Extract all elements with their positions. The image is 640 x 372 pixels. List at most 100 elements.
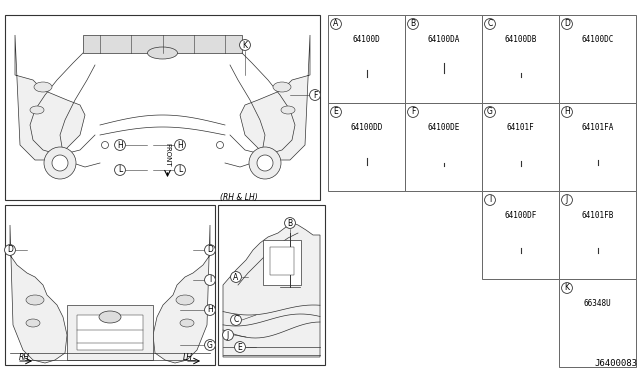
Bar	[67, 305, 153, 360]
Circle shape	[52, 155, 68, 171]
Text: 64100D: 64100D	[353, 35, 380, 44]
Text: A: A	[234, 273, 239, 282]
Ellipse shape	[590, 240, 605, 248]
Text: B: B	[410, 19, 415, 29]
Bar	[559, 15, 636, 103]
Text: L: L	[178, 166, 182, 174]
Ellipse shape	[513, 65, 527, 73]
Ellipse shape	[511, 166, 529, 170]
Polygon shape	[153, 225, 210, 363]
Bar	[83, 35, 242, 53]
Bar	[405, 15, 482, 103]
Ellipse shape	[359, 153, 374, 157]
Ellipse shape	[435, 155, 452, 163]
Bar	[405, 103, 482, 191]
Circle shape	[216, 141, 223, 148]
Text: 64100DB: 64100DB	[504, 35, 537, 44]
Ellipse shape	[180, 319, 194, 327]
Bar	[270, 247, 294, 275]
Bar	[559, 103, 636, 191]
Ellipse shape	[26, 295, 44, 305]
Text: 64101F: 64101F	[507, 123, 534, 132]
Ellipse shape	[588, 333, 607, 345]
Polygon shape	[15, 35, 85, 160]
Text: D: D	[7, 246, 13, 254]
Ellipse shape	[436, 167, 451, 171]
Text: D: D	[207, 246, 213, 254]
Ellipse shape	[30, 106, 44, 114]
Text: H: H	[177, 141, 183, 150]
Bar	[559, 191, 636, 279]
Text: J: J	[566, 196, 568, 205]
Bar	[482, 103, 559, 191]
Text: H: H	[117, 141, 123, 150]
Polygon shape	[240, 35, 310, 160]
Ellipse shape	[281, 106, 295, 114]
Bar	[5, 205, 215, 365]
Ellipse shape	[515, 253, 525, 257]
Text: 64100DC: 64100DC	[581, 35, 614, 44]
Text: 64100DE: 64100DE	[428, 123, 460, 132]
Text: J6400083: J6400083	[594, 359, 637, 368]
Circle shape	[249, 147, 281, 179]
Circle shape	[102, 141, 109, 148]
Ellipse shape	[358, 64, 374, 70]
Bar	[328, 103, 405, 191]
Text: FRONT: FRONT	[164, 143, 170, 167]
Text: E: E	[333, 108, 339, 116]
Bar	[218, 205, 325, 365]
Text: I: I	[209, 276, 211, 285]
Bar	[77, 315, 143, 350]
Text: LH: LH	[183, 353, 193, 362]
Ellipse shape	[514, 243, 527, 247]
Text: D: D	[564, 19, 570, 29]
Circle shape	[257, 155, 273, 171]
Bar	[559, 279, 636, 367]
Text: (RH & LH): (RH & LH)	[220, 193, 258, 202]
Ellipse shape	[273, 82, 291, 92]
Text: B: B	[287, 218, 292, 228]
Ellipse shape	[515, 77, 525, 81]
Text: C: C	[234, 315, 239, 324]
Text: 64101FA: 64101FA	[581, 123, 614, 132]
Ellipse shape	[513, 151, 529, 160]
Text: L: L	[118, 166, 122, 174]
Text: K: K	[564, 283, 570, 292]
Ellipse shape	[362, 165, 371, 169]
Text: F: F	[411, 108, 415, 116]
Ellipse shape	[26, 319, 40, 327]
Text: K: K	[243, 41, 248, 49]
Ellipse shape	[360, 77, 372, 81]
Ellipse shape	[147, 47, 177, 59]
Ellipse shape	[587, 68, 608, 81]
Text: G: G	[487, 108, 493, 116]
Text: 64100DF: 64100DF	[504, 211, 537, 220]
Text: 64100DD: 64100DD	[350, 123, 383, 132]
Text: 66348U: 66348U	[584, 299, 611, 308]
Text: E: E	[237, 343, 243, 352]
Polygon shape	[10, 225, 67, 363]
Text: I: I	[489, 196, 491, 205]
Ellipse shape	[176, 295, 194, 305]
Ellipse shape	[34, 82, 52, 92]
Ellipse shape	[589, 166, 605, 170]
Bar	[482, 191, 559, 279]
Text: H: H	[564, 108, 570, 116]
Bar	[263, 240, 301, 285]
Circle shape	[44, 147, 76, 179]
Text: 64100DA: 64100DA	[428, 35, 460, 44]
Bar	[482, 15, 559, 103]
Ellipse shape	[99, 311, 121, 323]
Ellipse shape	[590, 152, 605, 160]
Polygon shape	[223, 223, 320, 357]
Text: G: G	[207, 340, 213, 350]
Bar	[5, 15, 320, 200]
Text: J: J	[227, 330, 229, 340]
Text: 64101FB: 64101FB	[581, 211, 614, 220]
Text: H: H	[207, 305, 213, 314]
Bar	[328, 15, 405, 103]
Ellipse shape	[438, 74, 449, 78]
Text: C: C	[488, 19, 493, 29]
Text: RH: RH	[19, 353, 30, 362]
Ellipse shape	[589, 253, 605, 259]
